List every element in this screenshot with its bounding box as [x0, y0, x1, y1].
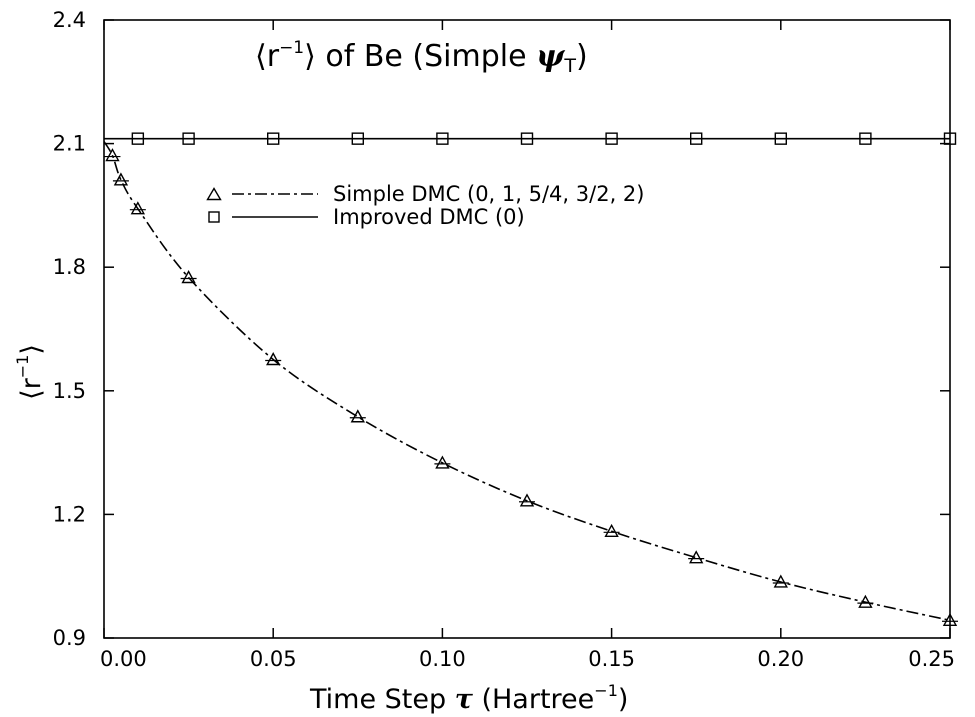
- x-tick-label: 0.25: [908, 647, 955, 671]
- improved-dmc-point: [690, 132, 703, 145]
- plot-frame: [103, 19, 951, 639]
- legend-label-improved-dmc: Improved DMC (0): [333, 205, 525, 229]
- xlabel-end: ): [618, 684, 629, 715]
- improved-dmc-point: [520, 132, 534, 145]
- x-tick-label: 0.20: [757, 647, 804, 671]
- simple-dmc-point: [266, 352, 281, 366]
- improved-dmc-point: [131, 132, 145, 145]
- title-subscript: T: [563, 55, 576, 77]
- improved-dmc-point: [182, 132, 195, 145]
- legend-triangle-marker: [206, 187, 222, 201]
- simple-dmc-point: [350, 409, 365, 423]
- y-tick-label: 1.2: [53, 502, 86, 526]
- xlabel-prefix: Time Step: [309, 684, 455, 715]
- improved-dmc-point: [267, 132, 280, 145]
- legend-label-simple-dmc: Simple DMC (0, 1, 5/4, 3/2, 2): [333, 182, 644, 206]
- ylabel-close-bracket: ⟩: [16, 344, 47, 355]
- simple-dmc-point: [181, 270, 196, 284]
- improved-dmc-point: [351, 132, 364, 145]
- legend-square-marker: [208, 211, 220, 223]
- x-tick-label: 0.15: [588, 647, 635, 671]
- simple-dmc-point: [604, 523, 619, 537]
- x-tick-label: 0.10: [419, 647, 466, 671]
- x-tick-label: 0.05: [250, 647, 297, 671]
- legend: Simple DMC (0, 1, 5/4, 3/2, 2) Improved …: [206, 182, 644, 229]
- simple-dmc-point: [773, 574, 788, 588]
- title-exponent: −1: [279, 38, 304, 58]
- ylabel-r: r: [16, 377, 47, 389]
- y-tick-label: 1.8: [53, 255, 86, 279]
- series-layer: [103, 132, 958, 626]
- simple-dmc-point: [130, 201, 146, 215]
- simple-dmc-point: [435, 455, 450, 469]
- improved-dmc-point: [436, 132, 449, 145]
- simple-dmc-point: [113, 172, 129, 186]
- improved-dmc-point: [605, 132, 618, 145]
- ylabel-exponent: −1: [13, 355, 32, 379]
- x-tick-label: 0.00: [100, 647, 147, 671]
- ylabel-open-bracket: ⟨: [16, 389, 47, 400]
- simple-dmc-point: [519, 493, 535, 507]
- ticks-layer: 0.00 0.05 0.10 0.15 0.20 0.25 0.9 1.2 1.5 1.8 2.1 2…: [53, 8, 955, 671]
- xlabel-exponent: −1: [594, 681, 618, 700]
- title-psi: ψ: [536, 39, 566, 74]
- y-tick-label: 1.5: [53, 379, 86, 403]
- improved-dmc-point: [859, 132, 872, 145]
- simple-dmc-point: [105, 148, 120, 162]
- xlabel-tau: τ: [455, 684, 474, 715]
- title-end: ): [576, 39, 588, 74]
- y-tick-label: 0.9: [53, 626, 86, 650]
- title-open-bracket: ⟨: [255, 39, 267, 74]
- simple-dmc-point: [858, 594, 873, 608]
- y-axis-title: ⟨r−1⟩: [13, 344, 47, 400]
- xlabel-unit: (Hartree: [473, 684, 594, 715]
- y-tick-label: 2.1: [53, 132, 86, 156]
- y-tick-label: 2.4: [53, 8, 86, 32]
- title-rest: of Be (Simple: [316, 39, 536, 74]
- improved-dmc-point: [774, 132, 787, 145]
- simple-dmc-point: [689, 550, 704, 564]
- plot-title: ⟨r−1⟩ of Be (Simple ψT): [255, 38, 588, 77]
- title-close-bracket: ⟩: [304, 39, 316, 74]
- x-axis-title: Time Step τ (Hartree−1): [309, 681, 628, 715]
- title-r: r: [267, 39, 280, 74]
